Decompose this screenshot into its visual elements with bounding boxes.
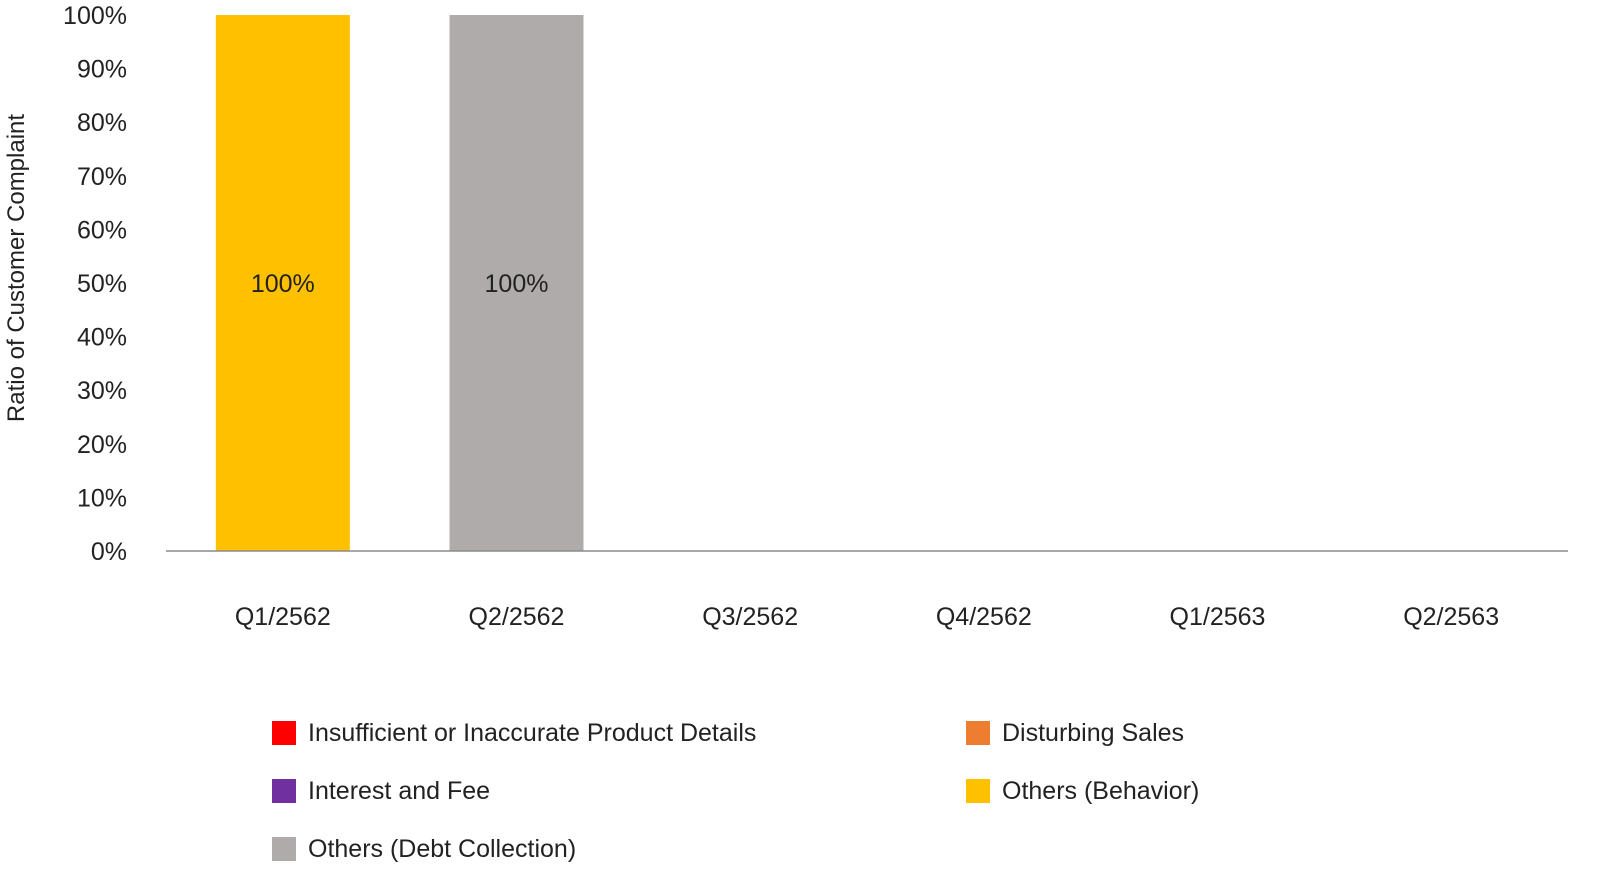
x-axis-ticks: Q1/2562 Q2/2562 Q3/2562 Q4/2562 Q1/2563 Q2/25… (235, 603, 1499, 631)
legend-swatch (966, 721, 990, 745)
x-tick-label: Q3/2562 (702, 603, 798, 631)
x-tick-label: Q2/2563 (1403, 603, 1499, 631)
y-axis-title: Ratio of Customer Complaint (3, 114, 30, 422)
x-tick-label: Q4/2562 (936, 603, 1032, 631)
y-tick-label: 0% (91, 538, 127, 566)
y-tick-label: 40% (77, 324, 127, 352)
legend-swatch (966, 779, 990, 803)
y-tick-label: 60% (77, 216, 127, 244)
stacked-bar-chart: 0%10%20%30%40%50%60%70%80%90%100% 100% 10… (3, 2, 1568, 631)
y-tick-label: 10% (77, 484, 127, 512)
legend-item: Others (Behavior) (966, 776, 1200, 805)
legend-swatch (272, 721, 296, 745)
bar (449, 15, 584, 551)
y-tick-label: 20% (77, 431, 127, 459)
y-tick-label: 30% (77, 377, 127, 405)
data-label: 100% (251, 270, 315, 298)
data-labels: 100% 100% (251, 270, 549, 298)
legend-item: Insufficient or Inaccurate Product Detai… (272, 718, 757, 747)
y-tick-label: 80% (77, 109, 127, 137)
legend-item: Others (Debt Collection) (272, 834, 577, 863)
bars (215, 15, 584, 551)
y-axis-ticks: 0% 10% 20% 30% 40% 50% 60% 70% 80% 90% 100% (63, 2, 127, 566)
y-tick-label: 70% (77, 163, 127, 191)
x-tick-label: Q1/2562 (235, 603, 331, 631)
y-tick-label: 50% (77, 270, 127, 298)
legend-swatch (272, 837, 296, 861)
bar (215, 15, 350, 551)
legend-label: Others (Behavior) (1002, 776, 1200, 805)
legend-item: Interest and Fee (272, 776, 491, 805)
legend-label: Interest and Fee (308, 776, 491, 805)
chart-legend: Insufficient or Inaccurate Product Detai… (272, 718, 1272, 870)
y-tick-label: 90% (77, 56, 127, 84)
legend-label: Disturbing Sales (1002, 718, 1185, 747)
data-label: 100% (485, 270, 549, 298)
legend-item: Disturbing Sales (966, 718, 1185, 747)
legend-label: Others (Debt Collection) (308, 834, 577, 863)
x-tick-label: Q1/2563 (1170, 603, 1266, 631)
y-tick-label: 100% (63, 2, 127, 30)
legend-swatch (272, 779, 296, 803)
legend-label: Insufficient or Inaccurate Product Detai… (308, 718, 757, 747)
x-tick-label: Q2/2562 (469, 603, 565, 631)
